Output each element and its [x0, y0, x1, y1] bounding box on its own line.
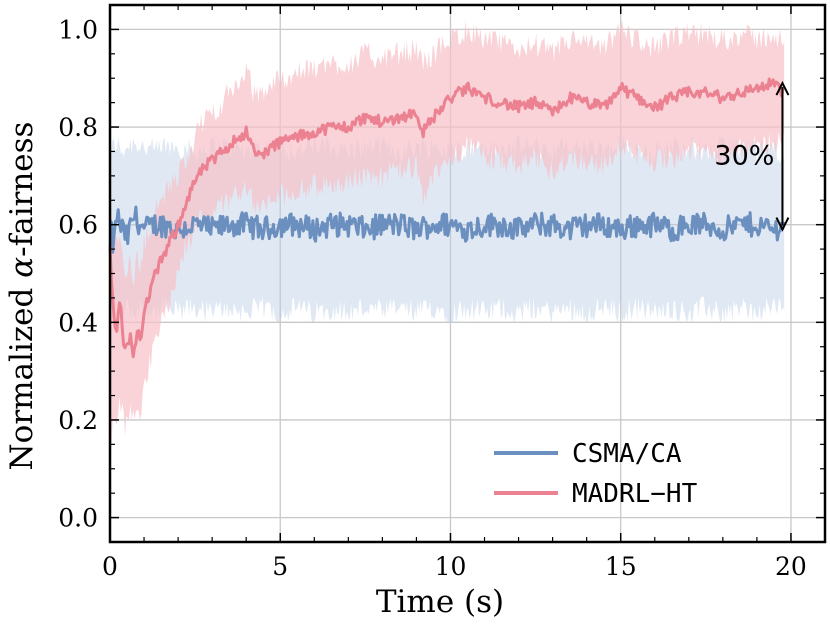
confidence-bands: [110, 19, 785, 457]
annotation-arrow-head-down: [775, 217, 790, 232]
x-tick-label: 15: [605, 552, 637, 581]
series-line-1: [108, 77, 785, 359]
y-tick-label: 0.6: [58, 211, 98, 240]
legend-label-csma-ca: CSMA/CA: [572, 439, 682, 469]
annotation-arrow-head-up: [775, 80, 790, 96]
annotation-label: 30%: [714, 140, 774, 171]
x-tick-label: 0: [102, 552, 118, 581]
series-lines: [108, 77, 786, 359]
x-axis-title: Time (s): [376, 584, 504, 620]
x-tick-label: 10: [435, 552, 467, 581]
axis-ticks: [109, 5, 826, 543]
y-tick-label: 0.2: [58, 406, 98, 435]
tick-labels: 0 5 10 15 20 0.0 0.2 0.4 0.6 0.8 1.0: [58, 15, 807, 581]
x-tick-label: 5: [272, 552, 288, 581]
y-tick-label: 0.8: [58, 113, 98, 142]
y-tick-label: 0.0: [58, 504, 98, 533]
confidence-band-series-1: [110, 19, 785, 457]
y-tick-label: 1.0: [58, 15, 98, 44]
annotation-group: 30%: [714, 80, 790, 232]
legend: CSMA/CA MADRL−HT: [494, 439, 698, 509]
y-axis-title-symbol: α: [4, 257, 40, 278]
y-axis-title: Normalized α-fairness: [4, 122, 40, 471]
legend-label-madrl-ht: MADRL−HT: [572, 479, 698, 509]
y-axis-title-prefix: Normalized: [4, 278, 40, 471]
y-axis-title-suffix: -fairness: [4, 122, 40, 257]
series-line-0: [108, 205, 786, 254]
y-tick-label: 0.4: [58, 308, 98, 337]
x-tick-label: 20: [775, 552, 807, 581]
